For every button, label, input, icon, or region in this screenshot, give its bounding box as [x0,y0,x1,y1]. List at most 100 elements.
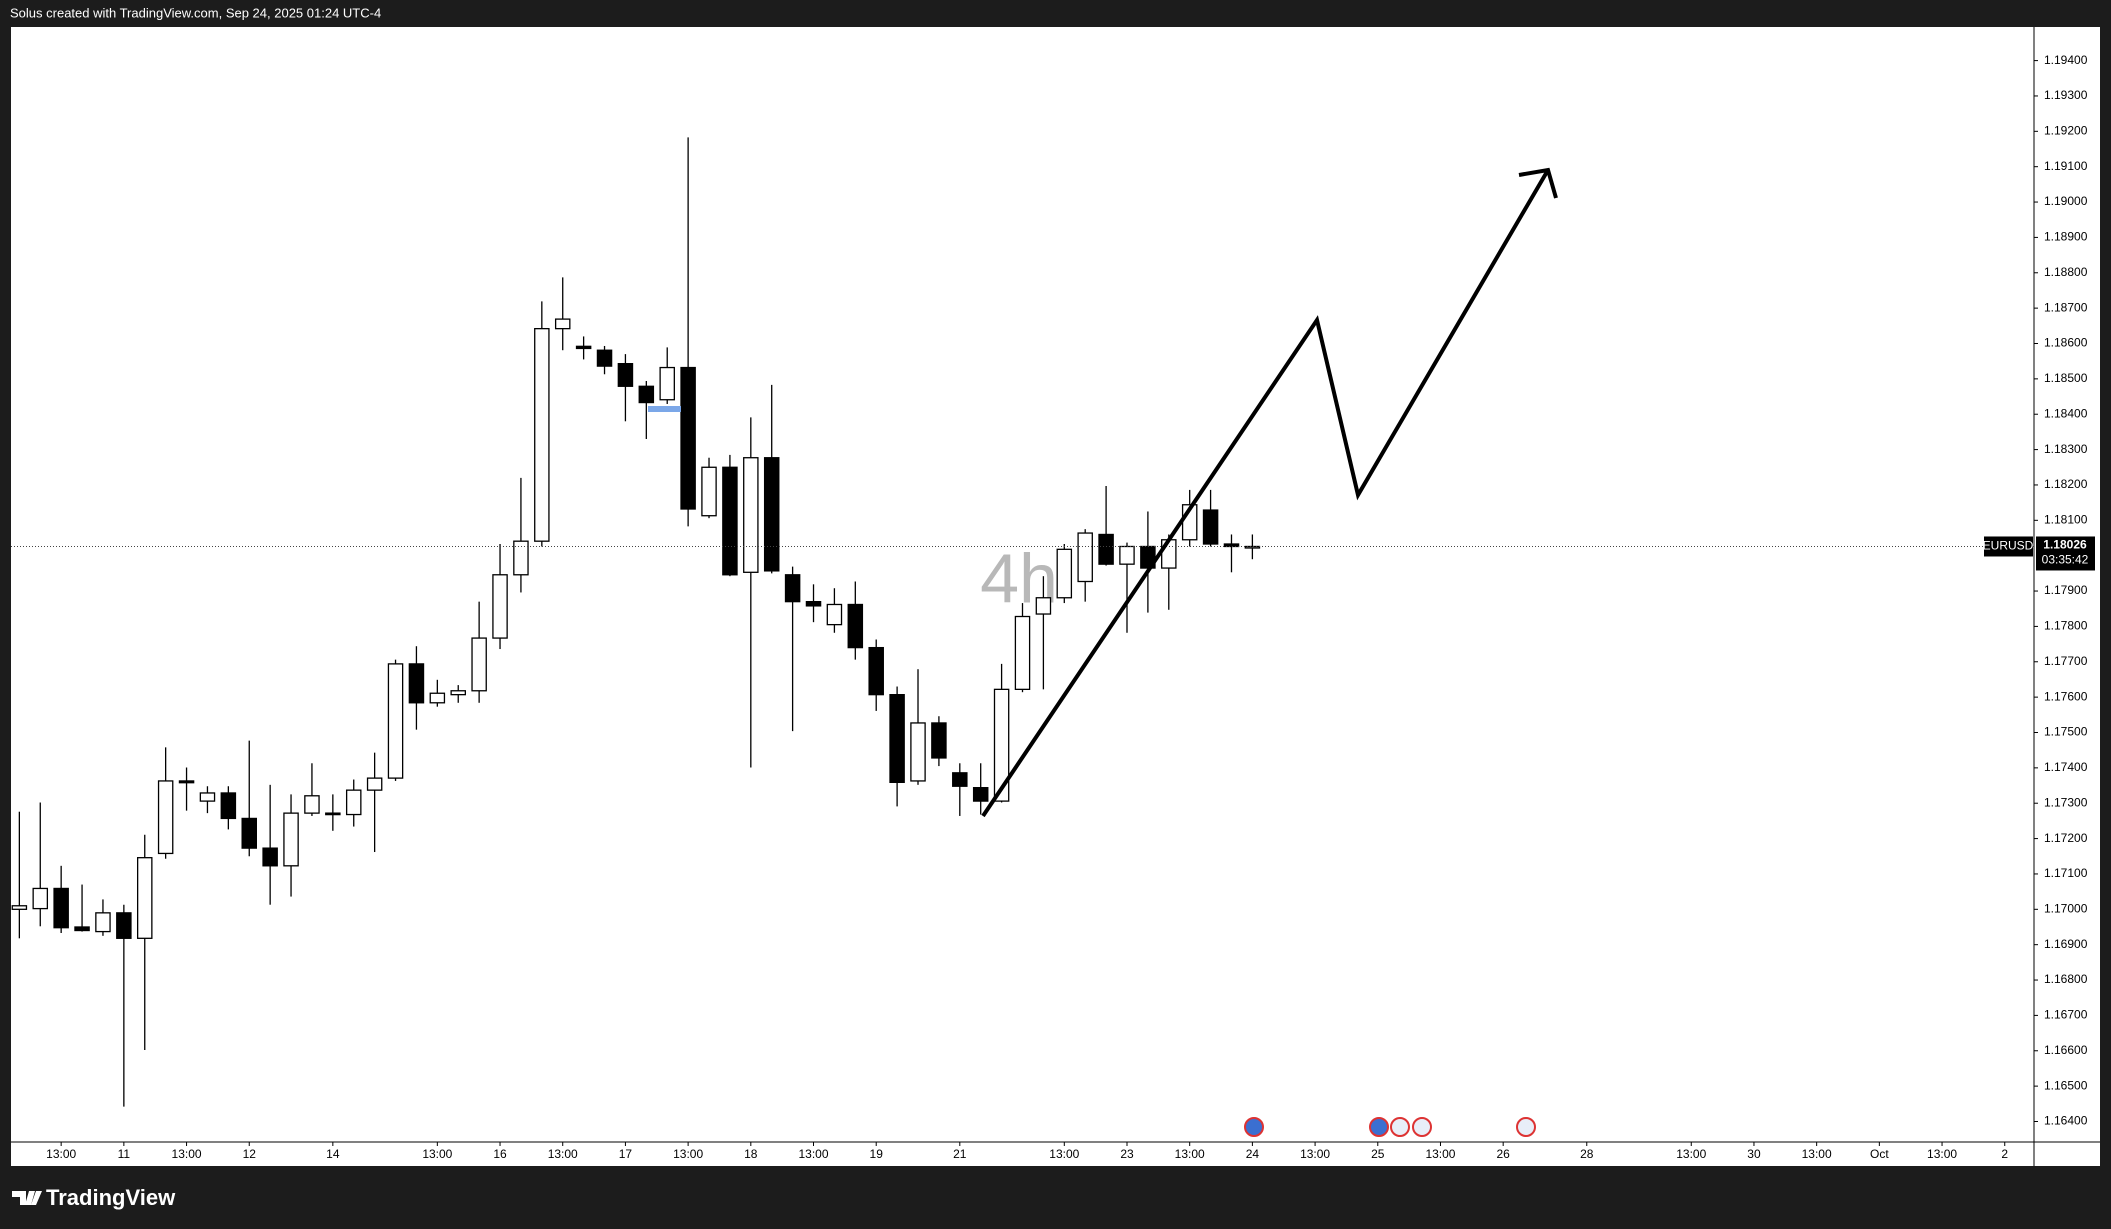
y-tick-label: 1.18300 [2044,442,2088,456]
y-tick-label: 1.18200 [2044,477,2088,491]
candle-body [868,646,884,696]
y-tick-label: 1.18900 [2044,230,2088,244]
x-tick-label: 13:00 [1802,1147,1832,1161]
y-tick-label: 1.17100 [2044,866,2088,880]
x-tick-label: 13:00 [1676,1147,1706,1161]
candle-body [847,603,864,649]
candle-body [1223,543,1240,548]
candle-body [575,345,592,350]
y-tick-label: 1.19100 [2044,159,2088,173]
candle-body [743,457,759,573]
y-tick-label: 1.17300 [2044,795,2088,809]
y-tick-label: 1.18800 [2044,265,2088,279]
marks: 1.16400 1.16500 1.16600 1.16700 1.16800 1.169… [11,53,2088,1161]
y-tick-label: 1.16600 [2044,1043,2088,1057]
y-tick-label: 1.16500 [2044,1078,2088,1092]
candle-body [136,857,153,939]
candle-body [429,692,446,704]
candle-body [784,574,801,603]
y-tick-label: 1.19000 [2044,194,2088,208]
y-tick-label: 1.18500 [2044,371,2088,385]
x-tick-label: 11 [118,1147,131,1161]
candle-body [889,694,905,784]
candle-body [116,912,132,939]
x-tick-label: 16 [493,1147,507,1161]
candle-body [1244,545,1261,549]
event-icon[interactable] [1390,1117,1410,1137]
x-tick-label: 13:00 [1425,1147,1455,1161]
event-icon[interactable] [1369,1117,1389,1137]
countdown-label: 03:35:42 [2042,553,2089,567]
candle-body [826,603,843,626]
candle-body [993,688,1010,802]
x-tick-label: 13:00 [548,1147,578,1161]
candle-body [74,926,90,932]
y-tick-label: 1.19400 [2044,53,2088,67]
candle-body [1098,533,1114,565]
candle-body [554,318,571,330]
candle-body [910,722,926,782]
candle-body [1014,615,1031,691]
candle-body [325,812,341,816]
candle-body [513,540,529,576]
x-tick-label: 13:00 [422,1147,452,1161]
arrow-head [1518,167,1558,199]
candle-body [1077,532,1093,583]
symbol-box [1984,536,2033,557]
x-tick-label: 13:00 [1300,1147,1330,1161]
projection-arrow [981,168,1550,818]
x-tick-label: 13:00 [172,1147,202,1161]
candle-body [262,847,278,867]
candle-body [805,601,822,607]
candle-body [471,637,487,692]
y-tick-label: 1.17800 [2044,619,2088,633]
candle-body [1119,545,1135,565]
candle-body [701,466,717,517]
y-tick-label: 1.17000 [2044,901,2088,915]
candle-body [1202,509,1219,545]
y-tick-label: 1.17400 [2044,760,2088,774]
candle-body [680,366,696,510]
event-icon[interactable] [1412,1117,1432,1137]
candle-body [638,385,655,404]
y-tick-label: 1.17900 [2044,583,2088,597]
x-tick-label: 28 [1580,1147,1594,1161]
candle-body [11,905,28,910]
candle-body [722,466,738,576]
candle-body [95,912,111,933]
x-tick-label: 24 [1246,1147,1260,1161]
candle-body [952,772,968,787]
x-tick-label: 13:00 [46,1147,76,1161]
candle-body [366,777,383,791]
y-tick-label: 1.17200 [2044,831,2088,845]
candle-body [931,722,947,759]
y-tick-label: 1.18600 [2044,336,2088,350]
x-tick-label: 13:00 [1175,1147,1205,1161]
price-label: 1.18026 [2043,538,2087,552]
x-tick-label: 14 [326,1147,340,1161]
candle-body [283,812,299,867]
candle-body [596,349,613,367]
y-tick-label: 1.19200 [2044,123,2088,137]
candle-body [304,795,320,814]
candle-body [32,887,49,910]
price-box [2036,536,2095,571]
x-tick-label: 30 [1747,1147,1761,1161]
y-tick-label: 1.18400 [2044,406,2088,420]
y-tick-label: 1.16700 [2044,1008,2088,1022]
x-tick-label: 13:00 [1049,1147,1079,1161]
y-tick-label: 1.19300 [2044,88,2088,102]
y-tick-label: 1.16400 [2044,1114,2088,1128]
candle-body [450,690,466,696]
event-icon[interactable] [1516,1117,1536,1137]
event-icon[interactable] [1244,1117,1264,1137]
y-tick-label: 1.17600 [2044,689,2088,703]
candle-body [972,787,989,802]
event-icons [1244,1117,1536,1137]
x-tick-label: 13:00 [673,1147,703,1161]
candle-body [345,789,362,816]
y-tick-label: 1.17700 [2044,654,2088,668]
y-tick-label: 1.17500 [2044,725,2088,739]
